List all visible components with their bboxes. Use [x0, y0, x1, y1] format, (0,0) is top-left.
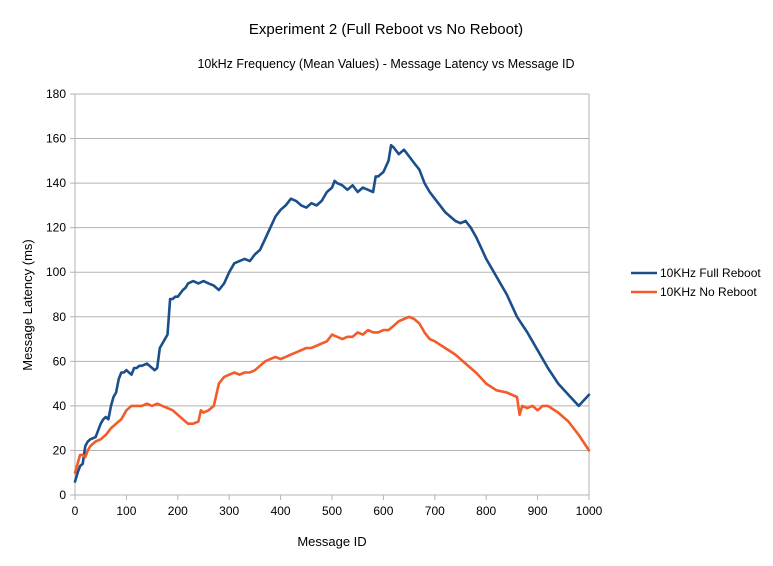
series-line-0 [73, 143, 591, 483]
y-tick-label: 40 [53, 399, 67, 413]
x-tick-label: 1000 [576, 504, 603, 518]
y-tick-label: 20 [53, 443, 67, 457]
series-line-1 [73, 315, 591, 475]
y-tick-label: 140 [46, 176, 66, 190]
x-tick-label: 400 [271, 504, 291, 518]
y-axis-label: Message Latency (ms) [20, 239, 35, 371]
x-tick-label: 200 [168, 504, 188, 518]
x-tick-label: 900 [528, 504, 548, 518]
chart-subtitle: 10kHz Frequency (Mean Values) - Message … [197, 57, 574, 71]
y-tick-label: 80 [53, 310, 67, 324]
chart-title: Experiment 2 (Full Reboot vs No Reboot) [249, 21, 523, 38]
y-tick-label: 100 [46, 265, 66, 279]
legend-label-1: 10KHz No Reboot [660, 285, 757, 299]
x-tick-label: 500 [322, 504, 342, 518]
y-tick-labels: 0 20 40 60 80 100 120 140 160 180 [46, 87, 66, 502]
y-tick-label: 180 [46, 87, 66, 101]
x-tick-label: 0 [72, 504, 79, 518]
x-tick-label: 100 [116, 504, 136, 518]
x-axis-label: Message ID [297, 534, 366, 549]
axes [70, 93, 590, 500]
x-tick-label: 700 [425, 504, 445, 518]
y-tick-label: 160 [46, 132, 66, 146]
y-tick-label: 60 [53, 354, 67, 368]
series-lines [73, 143, 591, 483]
grid-lines [75, 93, 589, 496]
legend-label-0: 10KHz Full Reboot [660, 266, 761, 280]
legend: 10KHz Full Reboot 10KHz No Reboot [631, 266, 761, 299]
y-tick-label: 0 [59, 488, 66, 502]
x-tick-labels: 0 100 200 300 400 500 600 700 800 900 1000 [72, 504, 603, 518]
y-tick-label: 120 [46, 221, 66, 235]
x-tick-label: 800 [476, 504, 496, 518]
x-tick-label: 600 [373, 504, 393, 518]
x-tick-label: 300 [219, 504, 239, 518]
